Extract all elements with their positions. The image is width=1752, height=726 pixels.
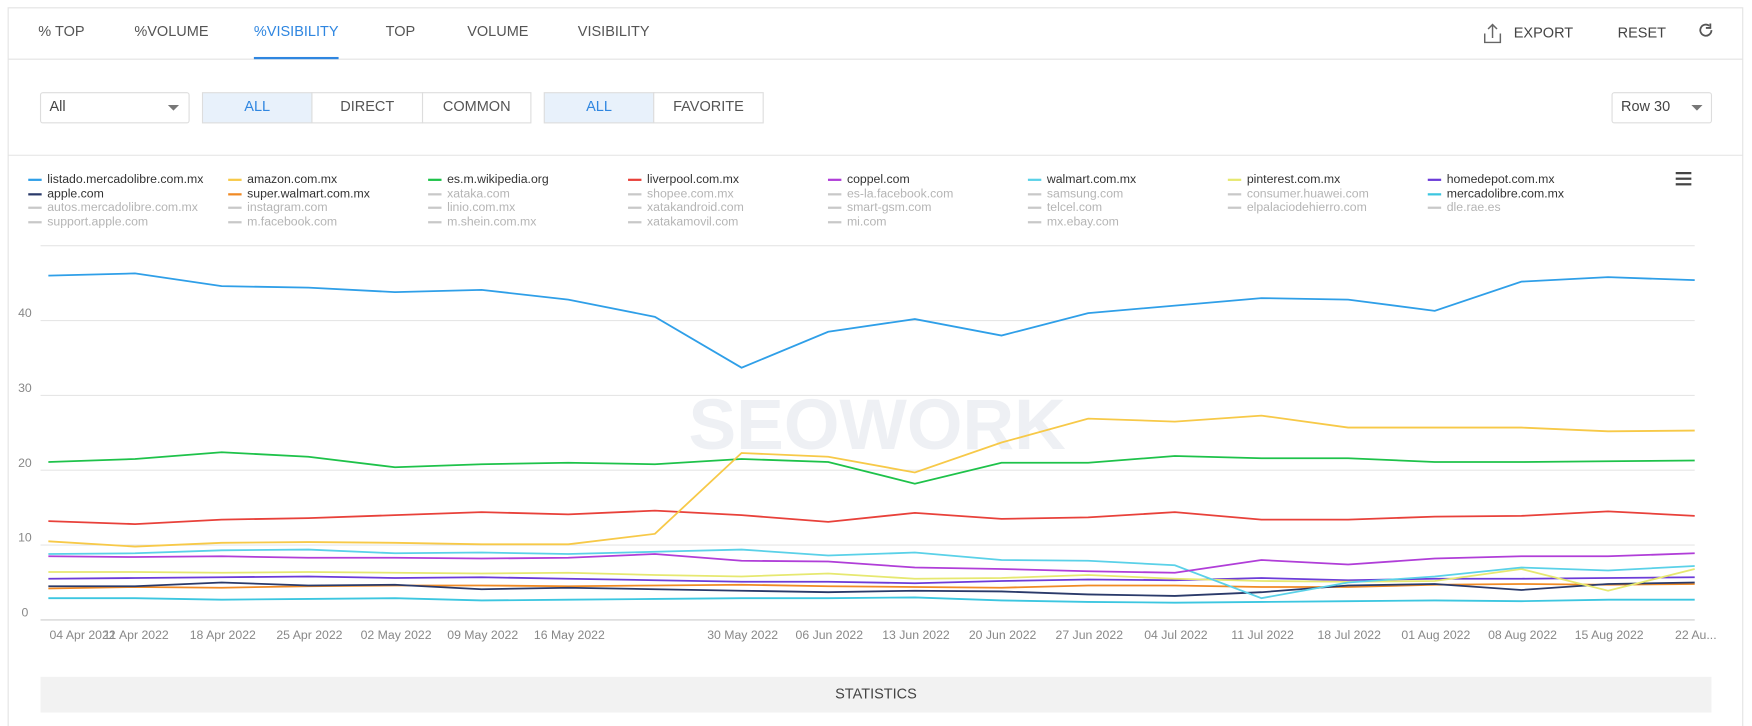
legend-entry[interactable]: mi.com — [847, 215, 887, 229]
legend-entry[interactable]: elpalaciodehierro.com — [1247, 200, 1367, 214]
rows-label: Row 30 — [1621, 99, 1670, 115]
x-tick-label: 18 Apr 2022 — [190, 628, 256, 642]
x-tick-label: 25 Apr 2022 — [276, 628, 342, 642]
filter-button[interactable] — [543, 92, 655, 124]
x-tick-label: 11 Jul 2022 — [1231, 628, 1294, 642]
legend-entry[interactable]: walmart.com.mx — [1046, 172, 1136, 186]
legend-entry[interactable]: instagram.com — [247, 200, 327, 214]
x-tick-label: 13 Jun 2022 — [882, 628, 950, 642]
legend-entry[interactable]: support.apple.com — [47, 215, 148, 229]
legend-entry[interactable]: pinterest.com.mx — [1247, 172, 1340, 186]
y-tick-label: 10 — [18, 531, 32, 545]
legend-entry[interactable]: apple.com — [47, 187, 104, 201]
legend-entry[interactable]: telcel.com — [1047, 200, 1102, 214]
filter-label: COMMON — [443, 99, 511, 115]
series-line — [48, 548, 1695, 600]
series-line — [48, 414, 1695, 548]
menu-icon[interactable] — [1675, 172, 1692, 186]
series-line — [48, 451, 1695, 485]
tab[interactable]: %VOLUME — [134, 24, 209, 40]
legend-entry[interactable]: xatakamovil.com — [647, 215, 738, 229]
tab-underline — [253, 56, 339, 60]
series-line — [48, 552, 1695, 574]
legend-entry[interactable]: mx.ebay.com — [1047, 215, 1119, 229]
filter-button[interactable] — [201, 92, 313, 124]
legend-entry[interactable]: es-la.facebook.com — [847, 187, 953, 201]
x-tick-label: 02 May 2022 — [361, 628, 432, 642]
legend-entry[interactable]: coppel.com — [847, 172, 910, 186]
legend-entry[interactable]: autos.mercadolibre.com.mx — [47, 200, 198, 214]
legend-entry[interactable]: amazon.com.mx — [247, 172, 337, 186]
caret — [167, 104, 180, 111]
watermark: SEOWORK — [689, 385, 1066, 465]
series-line — [48, 568, 1695, 592]
tab[interactable]: %VISIBILITY — [254, 24, 339, 40]
tab[interactable]: % TOP — [38, 24, 84, 40]
filter-label: ALL — [586, 99, 612, 115]
legend-entry[interactable]: shopee.com.mx — [647, 187, 734, 201]
dropdown[interactable] — [39, 92, 190, 124]
refresh-icon[interactable] — [1699, 23, 1713, 37]
legend-entry[interactable]: super.walmart.com.mx — [247, 187, 370, 201]
series-line — [48, 581, 1695, 597]
x-tick-label: 04 Jul 2022 — [1144, 628, 1208, 642]
filter-button[interactable] — [421, 92, 532, 124]
legend-entry[interactable]: smart-gsm.com — [847, 200, 932, 214]
x-tick-label: 01 Aug 2022 — [1401, 628, 1470, 642]
series-line — [48, 596, 1695, 604]
x-tick-label: 22 Au... — [1675, 628, 1717, 642]
legend-entry[interactable]: consumer.huawei.com — [1247, 187, 1369, 201]
legend-entry[interactable]: dle.rae.es — [1447, 200, 1501, 214]
tab[interactable]: TOP — [386, 24, 416, 40]
caret — [1691, 104, 1703, 111]
x-tick-label: 20 Jun 2022 — [969, 628, 1037, 642]
series-line — [48, 575, 1695, 585]
legend-entry[interactable]: homedepot.com.mx — [1447, 172, 1555, 186]
x-tick-label: 16 May 2022 — [534, 628, 605, 642]
filter-label: DIRECT — [340, 99, 394, 115]
statistics-label: STATISTICS — [835, 687, 917, 703]
tab[interactable]: VOLUME — [467, 24, 529, 40]
card — [7, 7, 1744, 726]
x-tick-label: 08 Aug 2022 — [1488, 628, 1557, 642]
legend-entry[interactable]: listado.mercadolibre.com.mx — [47, 172, 203, 186]
y-tick-label: 20 — [18, 456, 32, 470]
y-tick-label: 30 — [18, 381, 32, 395]
legend-entry[interactable]: xatakandroid.com — [647, 200, 744, 214]
series-line — [48, 509, 1695, 525]
export-icon[interactable] — [1483, 23, 1502, 44]
y-tick-label: 0 — [21, 605, 28, 619]
x-tick-label: 11 Apr 2022 — [104, 628, 169, 642]
legend-entry[interactable]: es.m.wikipedia.org — [447, 172, 549, 186]
tab[interactable]: VISIBILITY — [578, 24, 650, 40]
x-tick-label: 09 May 2022 — [447, 628, 518, 642]
x-tick-label: 15 Aug 2022 — [1575, 628, 1644, 642]
filter-label: FAVORITE — [673, 99, 744, 115]
filter-button[interactable] — [653, 92, 764, 124]
action-button[interactable]: RESET — [1618, 25, 1667, 41]
legend-entry[interactable]: liverpool.com.mx — [647, 172, 739, 186]
filter-button[interactable] — [311, 92, 424, 124]
statistics-bar[interactable] — [40, 676, 1712, 713]
dropdown-label: All — [49, 99, 65, 115]
x-tick-label: 30 May 2022 — [707, 628, 778, 642]
action-button[interactable]: EXPORT — [1514, 25, 1574, 41]
rows-dropdown[interactable] — [1611, 92, 1713, 124]
legend-entry[interactable]: m.facebook.com — [247, 215, 337, 229]
x-tick-label: 27 Jun 2022 — [1056, 628, 1124, 642]
legend-entry[interactable]: m.shein.com.mx — [447, 215, 536, 229]
series-line — [48, 272, 1695, 369]
legend-entry[interactable]: samsung.com — [1047, 187, 1123, 201]
filter-label: ALL — [244, 99, 270, 115]
legend-entry[interactable]: linio.com.mx — [447, 200, 515, 214]
x-tick-label: 04 Apr 2022 — [49, 628, 115, 642]
x-tick-label: 18 Jul 2022 — [1318, 628, 1382, 642]
y-tick-label: 40 — [18, 306, 32, 320]
legend-entry[interactable]: mercadolibre.com.mx — [1447, 187, 1564, 201]
x-tick-label: 06 Jun 2022 — [796, 628, 864, 642]
legend-entry[interactable]: xataka.com — [447, 187, 510, 201]
